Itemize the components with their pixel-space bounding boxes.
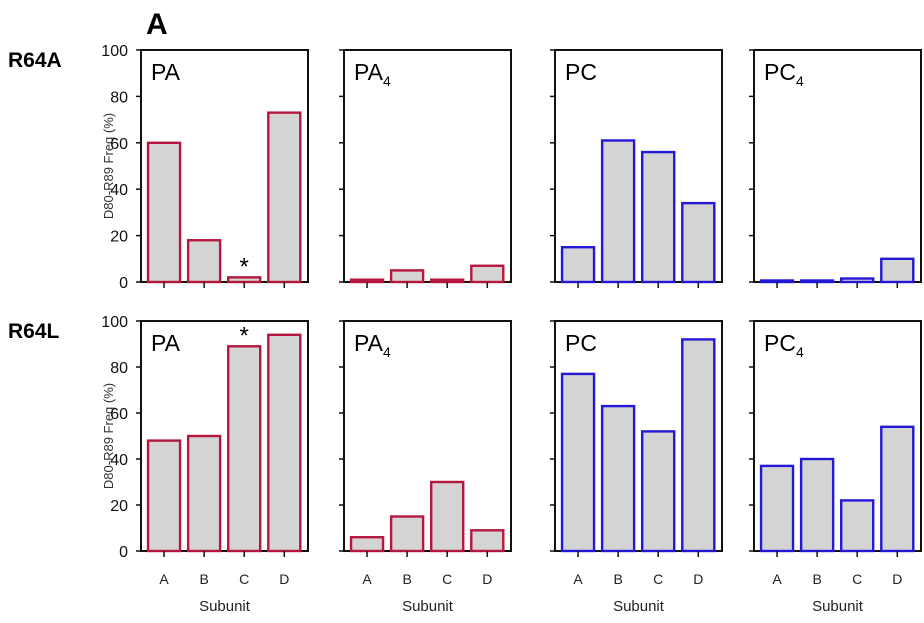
bar-d (470, 264, 505, 284)
subplot-title: PC (565, 330, 597, 356)
bar-a (349, 278, 385, 284)
x-tick-label: C (239, 571, 249, 587)
bar-a (146, 141, 182, 284)
y-axis-label: D80-R89 Freq (%) (101, 383, 116, 489)
bar-b (799, 279, 835, 284)
panel-letter: A (146, 8, 168, 41)
subplot-title: PA (151, 59, 181, 85)
x-tick-label: D (279, 571, 289, 587)
bar-c (641, 430, 676, 553)
subplot-frame (140, 49, 309, 283)
x-tick-label: C (852, 571, 862, 587)
subplot-title: PA4 (354, 59, 391, 89)
significance-asterisk: * (240, 253, 249, 280)
x-tick-label: D (482, 571, 492, 587)
x-tick-label: A (362, 571, 372, 587)
subplot-title: PA4 (354, 330, 391, 360)
bar-d (880, 257, 915, 284)
bar-a (349, 536, 385, 553)
y-tick-label: 100 (101, 314, 128, 331)
significance-asterisk: * (240, 322, 249, 349)
x-tick-label: A (159, 571, 169, 587)
bar-c (840, 499, 875, 553)
subplot-frame (753, 49, 922, 283)
x-axis-label: Subunit (199, 598, 251, 615)
y-tick-label: 20 (110, 229, 128, 246)
x-tick-label: D (892, 571, 902, 587)
x-tick-label: B (402, 571, 411, 587)
bar-d (267, 333, 302, 553)
subplot-title: PC (565, 59, 597, 85)
bar-b (186, 239, 222, 284)
row-label-r64l: R64L (8, 320, 60, 343)
bar-a (146, 439, 182, 553)
y-tick-label: 0 (119, 275, 128, 292)
bar-a (560, 245, 596, 284)
x-axis-label: Subunit (613, 598, 665, 615)
row-label-r64a: R64A (8, 49, 62, 72)
bar-d (681, 201, 716, 284)
subplot-frame (753, 320, 922, 552)
bar-b (600, 139, 636, 284)
y-tick-label: 80 (110, 89, 128, 106)
bar-d (470, 529, 505, 553)
bar-c (641, 150, 676, 284)
y-tick-label: 80 (110, 360, 128, 377)
subplot-frame (140, 320, 309, 552)
bar-b (389, 515, 425, 553)
bar-b (600, 404, 636, 553)
x-tick-label: C (653, 571, 663, 587)
subplot-frame (343, 320, 512, 552)
y-tick-label: 100 (101, 43, 128, 60)
bar-a (560, 372, 596, 553)
bar-c (840, 277, 875, 284)
bar-b (186, 434, 222, 553)
bar-c (227, 345, 262, 553)
x-axis-label: Subunit (402, 598, 454, 615)
bar-c (430, 278, 465, 284)
y-tick-label: 20 (110, 498, 128, 515)
x-tick-label: D (693, 571, 703, 587)
y-axis-label: D80-R89 Freq (%) (101, 113, 116, 219)
x-axis-label: Subunit (812, 598, 864, 615)
bar-a (759, 464, 795, 553)
bar-d (681, 338, 716, 553)
subplot-frame (554, 49, 723, 283)
bar-d (267, 111, 302, 284)
x-tick-label: A (573, 571, 583, 587)
x-tick-label: C (442, 571, 452, 587)
subplot-title: PC4 (764, 330, 804, 360)
y-tick-label: 60 (110, 136, 128, 153)
bar-b (389, 269, 425, 284)
subplot-title: PA (151, 330, 181, 356)
bar-b (799, 457, 835, 553)
x-tick-label: A (772, 571, 782, 587)
x-tick-label: B (613, 571, 622, 587)
y-tick-label: 40 (110, 182, 128, 199)
x-tick-label: B (812, 571, 821, 587)
bar-a (759, 279, 795, 284)
subplot-frame (343, 49, 512, 283)
y-tick-label: 0 (119, 544, 128, 561)
subplot-frame (554, 320, 723, 552)
y-tick-label: 40 (110, 452, 128, 469)
x-tick-label: B (199, 571, 208, 587)
subplot-title: PC4 (764, 59, 804, 89)
bar-d (880, 425, 915, 553)
y-tick-label: 60 (110, 406, 128, 423)
bar-c (430, 480, 465, 553)
